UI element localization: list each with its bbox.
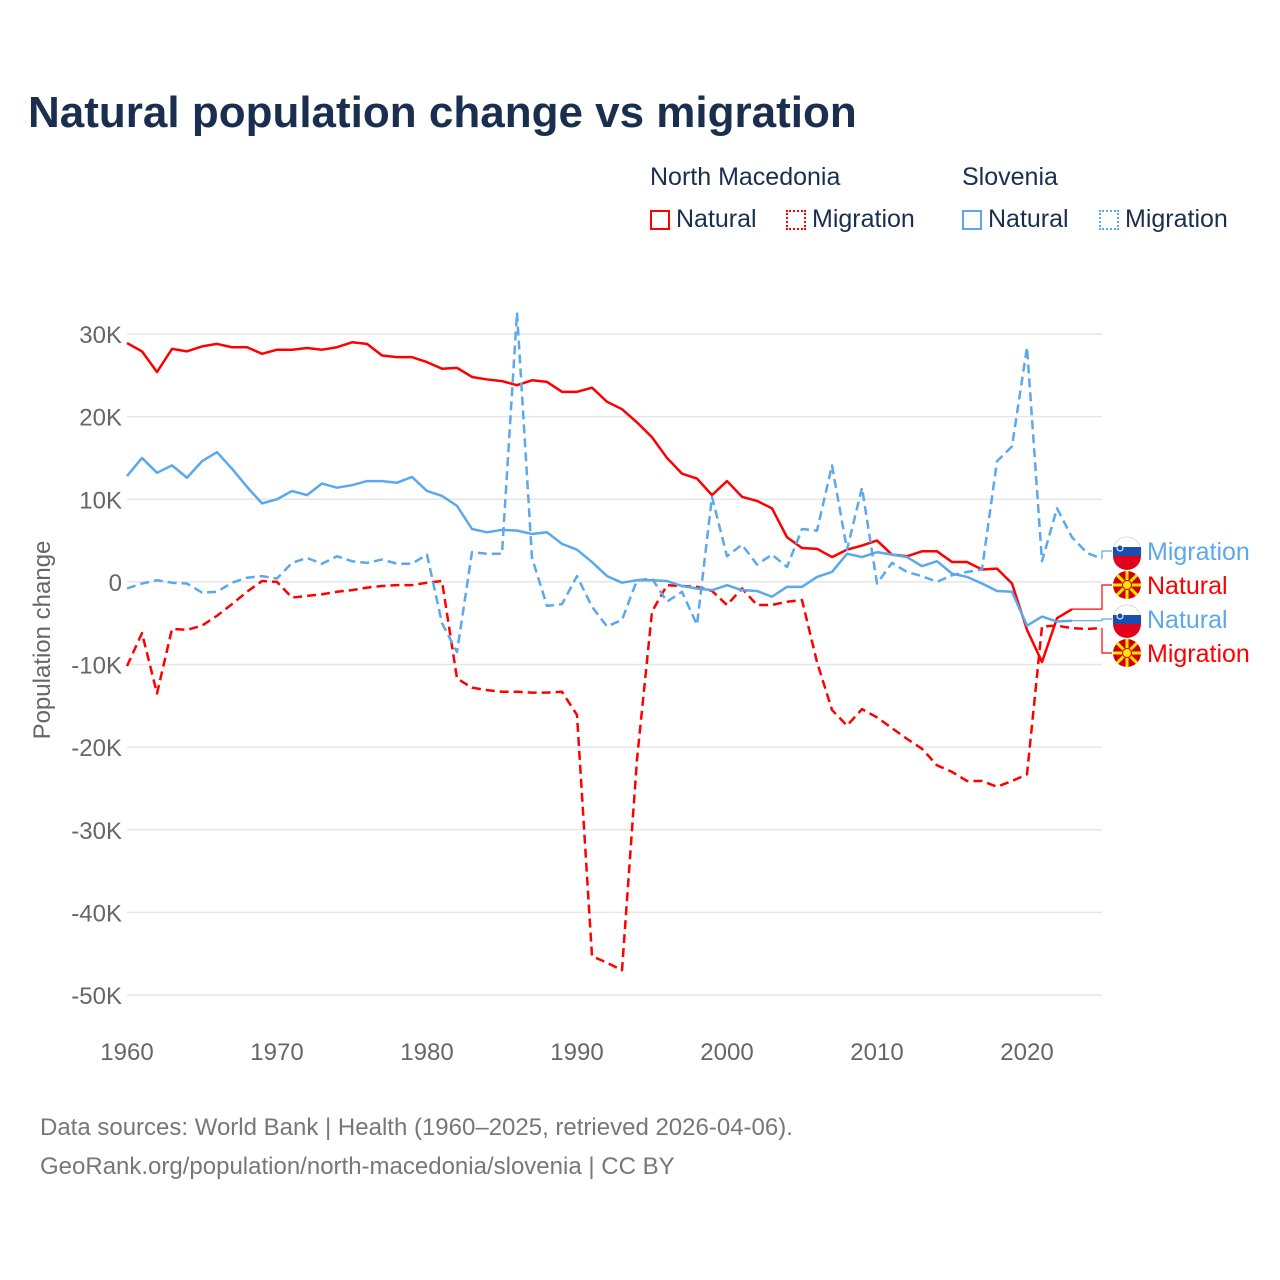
flag-sun xyxy=(1122,648,1132,658)
legend-item-nm-migration[interactable]: Migration xyxy=(786,205,915,234)
legend-swatch-solid xyxy=(650,209,670,230)
label-connector xyxy=(1101,550,1112,559)
flag-stripe-red xyxy=(1113,624,1141,638)
legend-group-slovenia: Slovenia xyxy=(962,163,1058,191)
label-connector xyxy=(1072,618,1112,622)
label-connector xyxy=(1101,628,1112,654)
y-tick-label: -20K xyxy=(71,735,122,762)
x-tick-label: 1980 xyxy=(400,1039,453,1066)
y-axis-label: Population change xyxy=(29,541,56,740)
x-tick-label: 1960 xyxy=(100,1039,153,1066)
y-tick-label: 30K xyxy=(79,322,122,349)
end-label: Migration xyxy=(1147,538,1250,566)
source-line: Data sources: World Bank | Health (1960–… xyxy=(40,1114,793,1141)
legend-swatch-dotted xyxy=(1099,209,1119,230)
end-label: Migration xyxy=(1147,640,1250,668)
legend-label: Natural xyxy=(676,205,757,233)
legend-label: Migration xyxy=(1125,205,1228,233)
y-tick-label: -40K xyxy=(71,900,122,927)
end-label: Natural xyxy=(1147,572,1228,600)
y-tick-label: 10K xyxy=(79,487,122,514)
flag-coat-of-arms xyxy=(1116,612,1124,620)
flag-stripe-red xyxy=(1113,556,1141,570)
chart-title: Natural population change vs migration xyxy=(28,88,857,137)
source-link[interactable]: GeoRank.org/population/north-macedonia/s… xyxy=(40,1153,675,1180)
legend-item-nm-natural[interactable]: Natural xyxy=(650,205,757,234)
y-tick-label: -50K xyxy=(71,983,122,1010)
flag-sun xyxy=(1122,580,1132,590)
series-line-north-macedonia-natural xyxy=(126,341,1073,664)
label-connector xyxy=(1072,584,1112,610)
x-tick-label: 2020 xyxy=(1000,1039,1053,1066)
y-tick-label: 20K xyxy=(79,405,122,432)
legend-swatch-solid xyxy=(962,209,982,230)
y-tick-label: -10K xyxy=(71,653,122,680)
source-note: Data sources: World Bank | Health (1960–… xyxy=(40,1108,793,1186)
legend-swatch-dotted xyxy=(786,209,806,230)
flag-stripe-blue xyxy=(1113,615,1141,624)
series-line-slovenia-natural xyxy=(126,450,1073,627)
series-line-north-macedonia-migration xyxy=(125,579,1103,972)
end-label: Natural xyxy=(1147,606,1228,634)
flag-stripe-blue xyxy=(1113,547,1141,556)
x-tick-label: 1970 xyxy=(250,1039,303,1066)
series-line-slovenia-migration xyxy=(126,311,1103,654)
flag-coat-of-arms xyxy=(1116,544,1124,552)
legend-label: Natural xyxy=(988,205,1069,233)
y-tick-label: 0 xyxy=(109,570,122,597)
x-tick-label: 2010 xyxy=(850,1039,903,1066)
x-tick-label: 2000 xyxy=(700,1039,753,1066)
legend-label: Migration xyxy=(812,205,915,233)
x-tick-label: 1990 xyxy=(550,1039,603,1066)
legend-group-north-macedonia: North Macedonia xyxy=(650,163,841,191)
y-tick-label: -30K xyxy=(71,818,122,845)
legend-item-si-natural[interactable]: Natural xyxy=(962,205,1069,234)
legend-item-si-migration[interactable]: Migration xyxy=(1099,205,1228,234)
